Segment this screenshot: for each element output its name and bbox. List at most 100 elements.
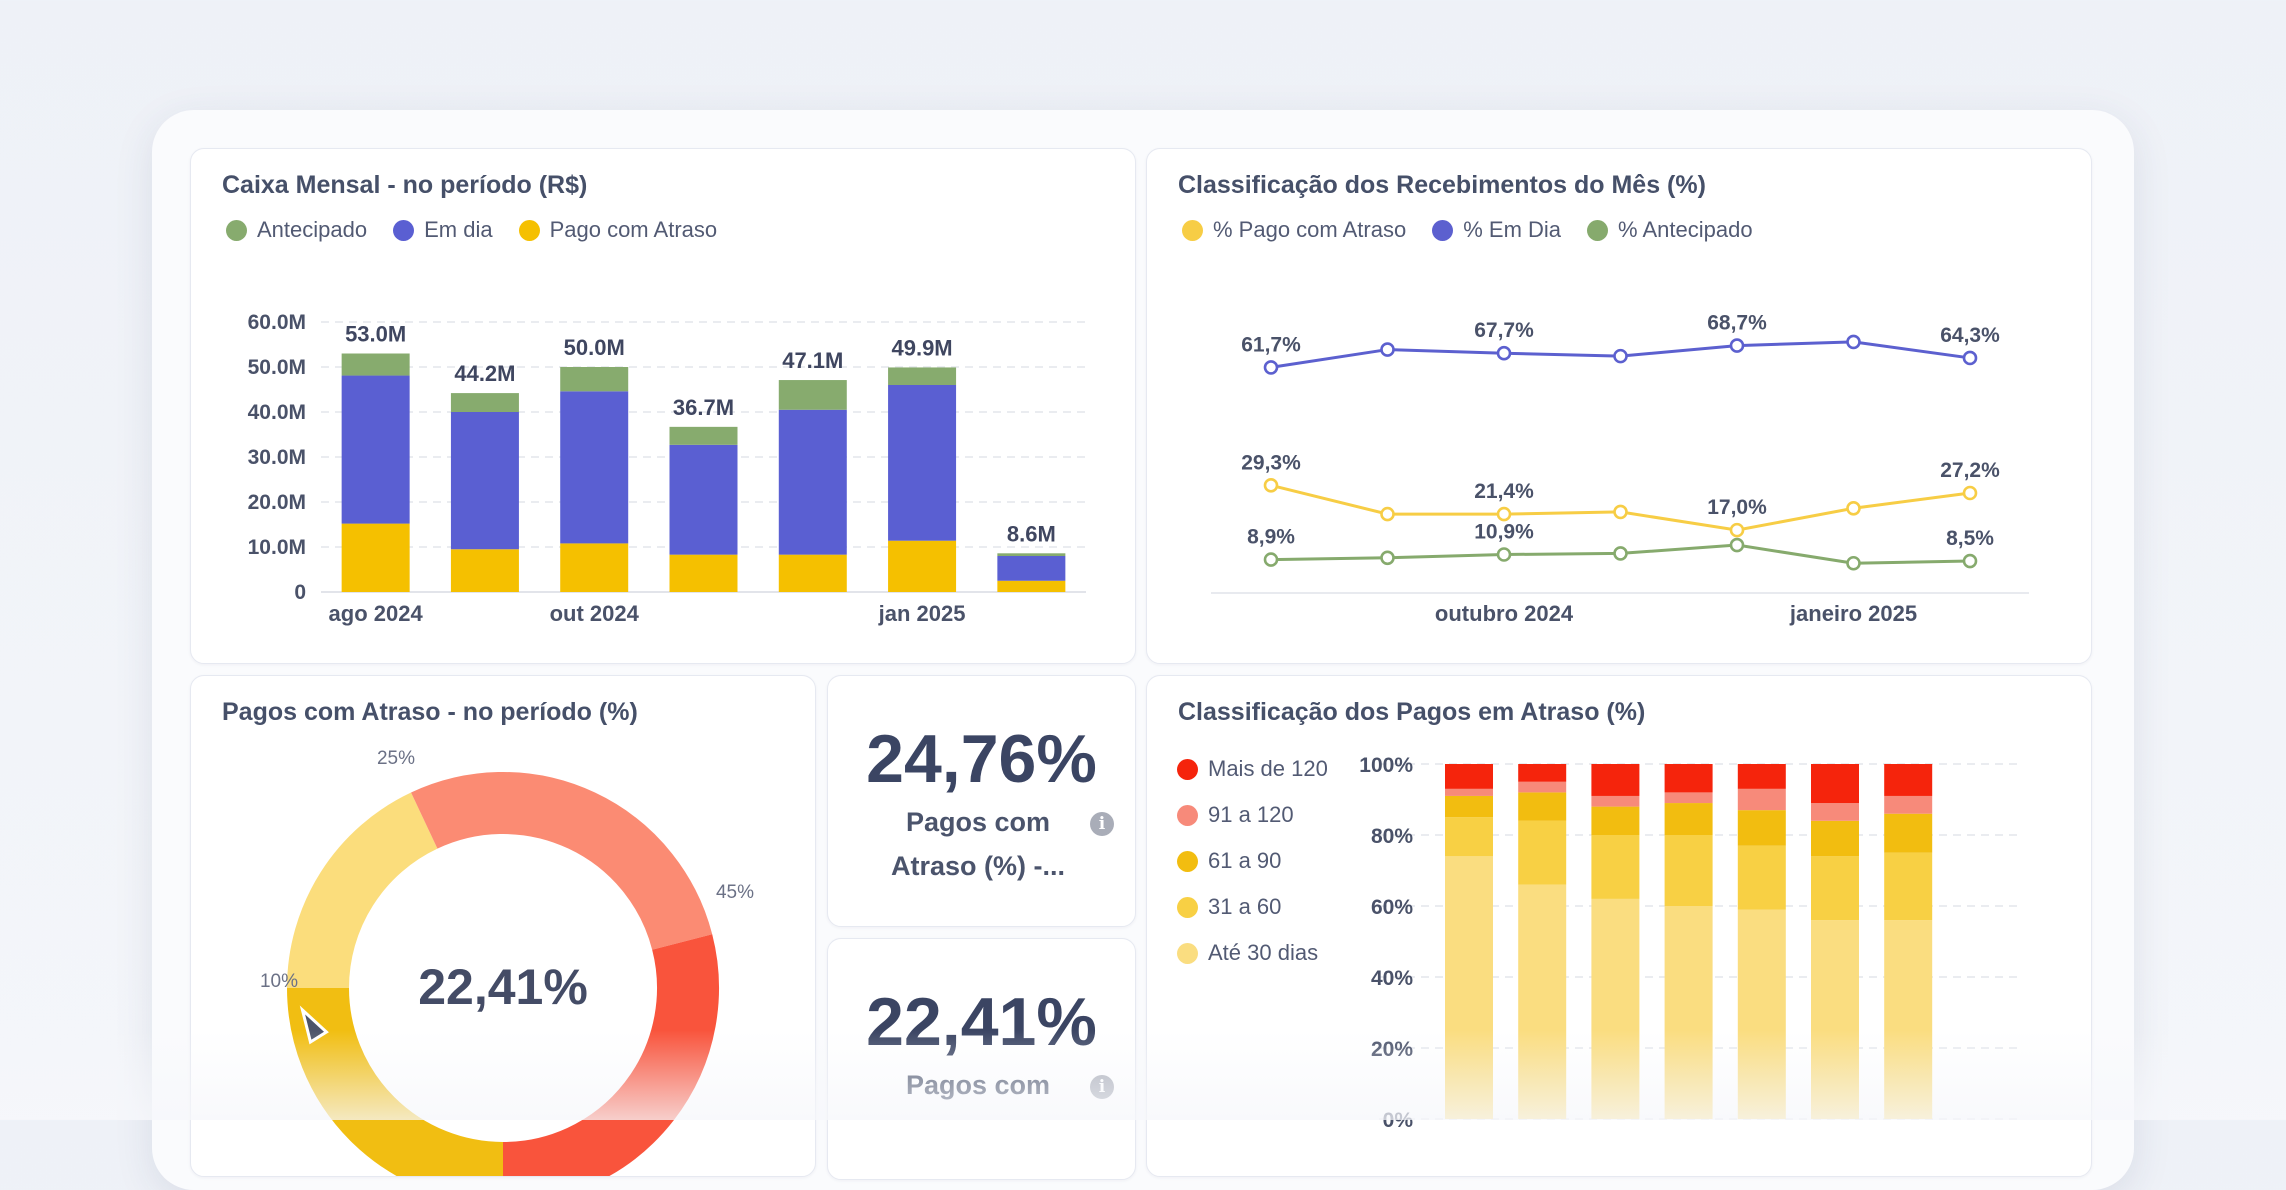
legend-item-61-90[interactable]: 61 a 90 xyxy=(1177,838,1328,884)
data-label: 67,7% xyxy=(1474,319,1534,342)
bar-segment xyxy=(1591,835,1640,899)
legend-label: Antecipado xyxy=(257,217,368,242)
legend-label: % Antecipado xyxy=(1618,217,1753,242)
legend-item-mais-120[interactable]: Mais de 120 xyxy=(1177,746,1328,792)
bar-segment xyxy=(1445,795,1493,818)
y-tick-label: 80% xyxy=(1371,825,1413,848)
bar-segment xyxy=(450,549,519,592)
recebimentos-line-chart: 61,7% 67,7% 68,7% 64,3% 29,3% 21,4% 17,0% 27,2%… xyxy=(1211,312,2029,626)
info-icon[interactable]: i xyxy=(1090,1075,1114,1099)
legend-label: Em dia xyxy=(424,217,493,242)
legend-label: Mais de 120 xyxy=(1208,756,1328,781)
legend-dot xyxy=(518,219,540,241)
kpi-card-pagos-atraso[interactable]: 24,76% Pagos com Atraso (%) -... i xyxy=(827,675,1136,927)
y-tick-label: 20% xyxy=(1371,1038,1413,1061)
data-point xyxy=(1729,537,1745,553)
bar-segment xyxy=(669,426,738,445)
chart-legend: Mais de 120 91 a 120 61 a 90 31 a 60 Até… xyxy=(1177,746,1328,976)
bar-segment xyxy=(1664,803,1713,835)
legend-dot xyxy=(1177,804,1198,826)
chart-legend: Antecipado Em dia Pago com Atraso xyxy=(226,217,717,243)
legend-item-pago-atraso[interactable]: % Pago com Atraso xyxy=(1182,217,1406,243)
data-point xyxy=(1263,360,1279,375)
legend-item-31-60[interactable]: 31 a 60 xyxy=(1177,884,1328,930)
bar-segment xyxy=(1445,856,1493,1119)
y-tick-label: 30.0M xyxy=(248,446,306,469)
data-label: 21,4% xyxy=(1474,480,1534,503)
y-tick-label: 0% xyxy=(1383,1109,1414,1132)
bar-segment xyxy=(1664,906,1713,1119)
gauge-center-value: 22,41% xyxy=(418,959,588,1015)
bar-segment xyxy=(1591,795,1640,807)
data-point xyxy=(1496,547,1512,562)
data-label: 29,3% xyxy=(1241,451,1301,474)
legend-item-antecipado[interactable]: Antecipado xyxy=(226,217,367,243)
data-label: 8,5% xyxy=(1946,527,1994,550)
bar-segment xyxy=(450,393,519,412)
card-classificacao-recebimentos: Classificação dos Recebimentos do Mês (%… xyxy=(1146,148,2092,664)
x-tick-label: ago 2024 xyxy=(329,601,424,626)
legend-item-antecipado[interactable]: % Antecipado xyxy=(1587,217,1753,243)
bar-segment xyxy=(1884,764,1933,796)
data-point xyxy=(1962,485,1978,501)
bar-segment xyxy=(560,367,629,392)
bar-segment xyxy=(1884,852,1933,921)
bar-segment xyxy=(1884,813,1933,853)
bar-segment xyxy=(997,553,1066,556)
data-point xyxy=(1962,350,1978,366)
bar-segment xyxy=(560,543,629,592)
y-tick-label: 40% xyxy=(1371,967,1413,990)
legend-item-pago-atraso[interactable]: Pago com Atraso xyxy=(518,217,718,243)
gauge-tick-label: 25% xyxy=(377,748,415,769)
data-point xyxy=(1613,546,1628,561)
legend-item-em-dia[interactable]: Em dia xyxy=(393,217,493,243)
data-point xyxy=(1380,550,1395,566)
legend-label: Pago com Atraso xyxy=(549,217,718,242)
data-point xyxy=(1496,506,1512,522)
bar-segment xyxy=(1811,856,1859,921)
legend-dot xyxy=(226,219,247,241)
bar-segment xyxy=(450,412,519,550)
bar-segment xyxy=(560,391,629,544)
legend-dot xyxy=(1432,219,1454,241)
data-label: 61,7% xyxy=(1241,333,1301,356)
gauge-chart: 10% 25% 45% 22,41% xyxy=(260,748,754,1176)
total-data-label: 49.9M xyxy=(891,335,952,360)
info-icon[interactable]: i xyxy=(1090,812,1114,836)
bar-segment xyxy=(341,353,410,376)
bar-segment xyxy=(997,580,1066,592)
data-label: 17,0% xyxy=(1707,496,1767,519)
y-tick-label: 0 xyxy=(294,581,306,604)
legend-dot xyxy=(1177,758,1198,780)
data-point xyxy=(1962,553,1978,569)
data-point xyxy=(1729,338,1745,353)
kpi-label: Pagos com xyxy=(905,1070,1051,1100)
card-caixa-mensal: Caixa Mensal - no período (R$) Antecipad… xyxy=(190,148,1136,664)
x-tick-label: janeiro 2025 xyxy=(1789,601,1917,626)
bar-segment xyxy=(1518,884,1567,1119)
bar-segment xyxy=(1518,764,1567,782)
y-tick-label: 40.0M xyxy=(248,401,306,424)
bar-segment xyxy=(888,367,957,385)
data-label: 64,3% xyxy=(1940,324,2000,347)
data-label: 68,7% xyxy=(1707,312,1767,335)
bar-segment xyxy=(1445,764,1493,789)
legend-item-ate-30[interactable]: Até 30 dias xyxy=(1177,930,1328,976)
data-point xyxy=(1846,334,1861,350)
bar-segment xyxy=(1884,795,1933,814)
bar-segment xyxy=(1518,792,1567,821)
legend-label: 61 a 90 xyxy=(1208,848,1282,873)
bar-segment xyxy=(1591,806,1640,835)
x-tick-label: jan 2025 xyxy=(878,601,966,626)
kpi-card-pagos-com[interactable]: 22,41% Pagos com i xyxy=(827,938,1136,1180)
bar-segment xyxy=(1737,764,1786,789)
bar-segment xyxy=(1737,810,1786,846)
bar-segment xyxy=(1737,788,1786,811)
legend-item-em-dia[interactable]: % Em Dia xyxy=(1432,217,1561,243)
total-data-label: 44.2M xyxy=(454,361,515,386)
legend-item-91-120[interactable]: 91 a 120 xyxy=(1177,792,1328,838)
data-point xyxy=(1380,342,1395,357)
caixa-mensal-chart: 60.0M 50.0M 40.0M 30.0M 20.0M 10.0M 0 53.0M 44.2… xyxy=(248,311,1086,626)
legend-dot xyxy=(1177,942,1198,964)
gauge-tick-label: 45% xyxy=(716,882,754,903)
